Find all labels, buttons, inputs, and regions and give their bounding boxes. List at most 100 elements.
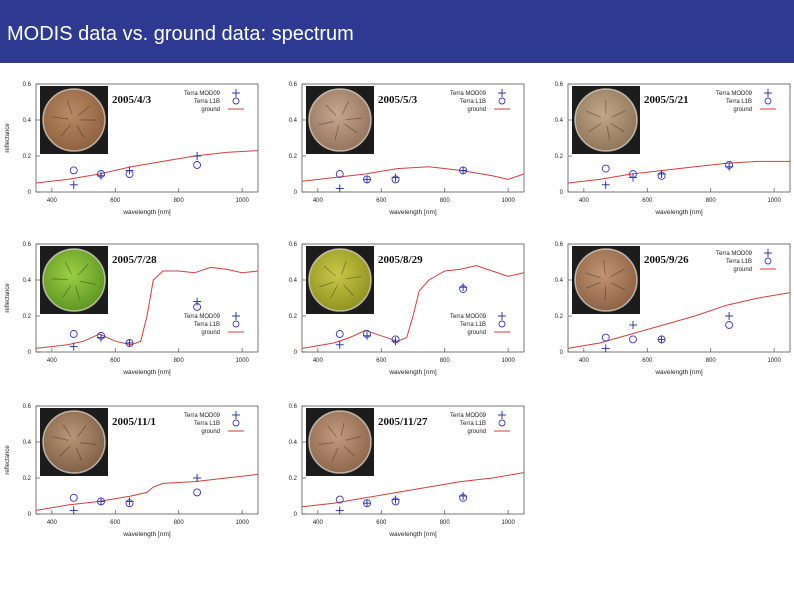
x-tick-label: 400 xyxy=(47,358,58,364)
chart-panel: 0 0.2 0.4 0.6 400 600 800 1000 wavelength [nm] 20… xyxy=(266,76,528,232)
terra-mod09-point xyxy=(363,175,372,184)
legend: Terra MOD09 Terra L1B ground xyxy=(450,312,510,336)
chart-svg: 0 0.2 0.4 0.6 400 600 800 1000 wavelength [nm] 20… xyxy=(289,82,525,216)
y-tick-label: 0.4 xyxy=(23,440,32,446)
y-tick-label: 0.2 xyxy=(23,476,32,482)
photo-texture xyxy=(58,446,71,457)
chart-svg: 0 0.2 0.4 0.6 400 600 800 1000 wavelength [nm] re… xyxy=(5,242,259,376)
photo-texture xyxy=(318,121,335,126)
photo-texture xyxy=(341,101,349,115)
slide-title: MODIS data vs. ground data: spectrum xyxy=(7,23,354,45)
terra-mod09-point xyxy=(125,339,134,347)
y-tick-label: 0.4 xyxy=(23,118,32,124)
photo-rim xyxy=(308,410,372,474)
chart-panel: 0 0.2 0.4 0.6 400 600 800 1000 wavelength [nm] re… xyxy=(0,76,262,232)
x-tick-label: 600 xyxy=(110,358,121,364)
terra-mod09-point xyxy=(335,506,344,515)
legend-circle xyxy=(232,97,240,105)
ground-photo xyxy=(40,246,108,314)
terra-l1b-point xyxy=(391,175,400,184)
date-label: 2005/8/29 xyxy=(378,254,423,266)
x-tick-label: 400 xyxy=(47,520,58,526)
legend-label: Terra L1B xyxy=(194,421,220,427)
terra-l1b-point xyxy=(69,166,78,175)
chart-panel: 0 0.2 0.4 0.6 400 600 800 1000 wavelength [nm] 20… xyxy=(532,76,794,232)
date-label: 2005/11/1 xyxy=(112,416,156,428)
legend-label: ground xyxy=(201,429,220,435)
terra-mod09-point xyxy=(193,297,202,306)
x-tick-label: 400 xyxy=(579,358,590,364)
chart-svg: 0 0.2 0.4 0.6 400 600 800 1000 wavelength [nm] re… xyxy=(5,82,259,216)
legend-circle xyxy=(764,97,772,105)
date-label: 2005/4/3 xyxy=(112,94,152,106)
legend: Terra MOD09 Terra L1B ground xyxy=(184,411,244,435)
x-tick-label: 400 xyxy=(313,198,324,204)
terra-l1b-point xyxy=(657,171,666,180)
photo-texture xyxy=(340,422,345,437)
terra-l1b-point xyxy=(725,321,734,329)
legend-label: Terra MOD09 xyxy=(716,251,753,257)
date-label: 2005/7/28 xyxy=(112,254,157,266)
ground-line xyxy=(567,160,790,184)
photo-texture xyxy=(604,285,607,300)
terra-l1b-point xyxy=(391,497,400,506)
terra-l1b-point xyxy=(125,339,134,347)
terra-mod09-point xyxy=(601,180,610,189)
x-tick-label: 800 xyxy=(174,198,185,204)
photo-rim xyxy=(574,88,638,152)
photo-texture xyxy=(76,125,85,139)
legend-label: Terra MOD09 xyxy=(184,314,221,320)
photo-dish xyxy=(309,89,371,151)
terra-l1b-point xyxy=(363,330,371,338)
y-tick-label: 0.2 xyxy=(289,154,298,160)
photo-texture xyxy=(75,285,80,300)
chart-svg: 0 0.2 0.4 0.6 400 600 800 1000 wavelength [nm] 20… xyxy=(555,82,791,216)
legend-label: Terra MOD09 xyxy=(450,413,487,419)
photo-dish xyxy=(43,89,105,151)
x-tick-label: 800 xyxy=(706,198,717,204)
terra-mod09-point xyxy=(97,497,106,506)
photo-texture xyxy=(603,260,606,275)
ground-photo xyxy=(40,408,108,476)
y-tick-label: 0 xyxy=(294,512,298,518)
photo-texture xyxy=(327,425,337,438)
terra-l1b-point xyxy=(725,161,734,169)
x-axis-label: wavelength [nm] xyxy=(388,369,437,376)
x-tick-label: 400 xyxy=(47,198,58,204)
y-tick-label: 0.2 xyxy=(289,314,298,320)
legend-circle xyxy=(764,257,772,265)
photo-texture xyxy=(62,284,72,298)
terra-l1b-point xyxy=(335,170,344,178)
y-tick-label: 0.6 xyxy=(289,404,298,410)
y-tick-label: 0.2 xyxy=(23,154,32,160)
legend-label: Terra L1B xyxy=(726,259,752,265)
date-label: 2005/9/26 xyxy=(644,254,689,266)
legend-circle xyxy=(232,419,240,427)
photo-dish xyxy=(575,89,637,151)
photo-texture xyxy=(77,105,90,117)
terra-l1b-point xyxy=(391,335,400,344)
y-tick-label: 0 xyxy=(294,350,298,356)
legend-circle xyxy=(232,320,240,328)
terra-l1b-point xyxy=(193,488,202,497)
photo-texture xyxy=(345,275,362,280)
chart-panel: 0 0.2 0.4 0.6 400 600 800 1000 wavelength [nm] re… xyxy=(0,398,262,554)
y-tick-label: 0.2 xyxy=(555,314,564,320)
ground-photo xyxy=(306,408,374,476)
x-tick-label: 1000 xyxy=(767,358,781,364)
legend-label: Terra L1B xyxy=(460,421,486,427)
x-tick-label: 800 xyxy=(706,358,717,364)
y-tick-label: 0.6 xyxy=(289,82,298,88)
photo-texture xyxy=(334,125,340,140)
y-tick-label: 0.4 xyxy=(23,278,32,284)
photo-texture xyxy=(79,280,96,285)
terra-mod09-point xyxy=(69,180,78,189)
x-tick-label: 600 xyxy=(376,520,387,526)
legend-label: Terra MOD09 xyxy=(184,413,221,419)
photo-texture xyxy=(343,284,354,297)
photo-texture xyxy=(79,442,96,445)
y-tick-label: 0 xyxy=(294,190,298,196)
x-tick-label: 600 xyxy=(110,520,121,526)
terra-mod09-point xyxy=(725,312,734,320)
photo-dish xyxy=(309,411,371,473)
